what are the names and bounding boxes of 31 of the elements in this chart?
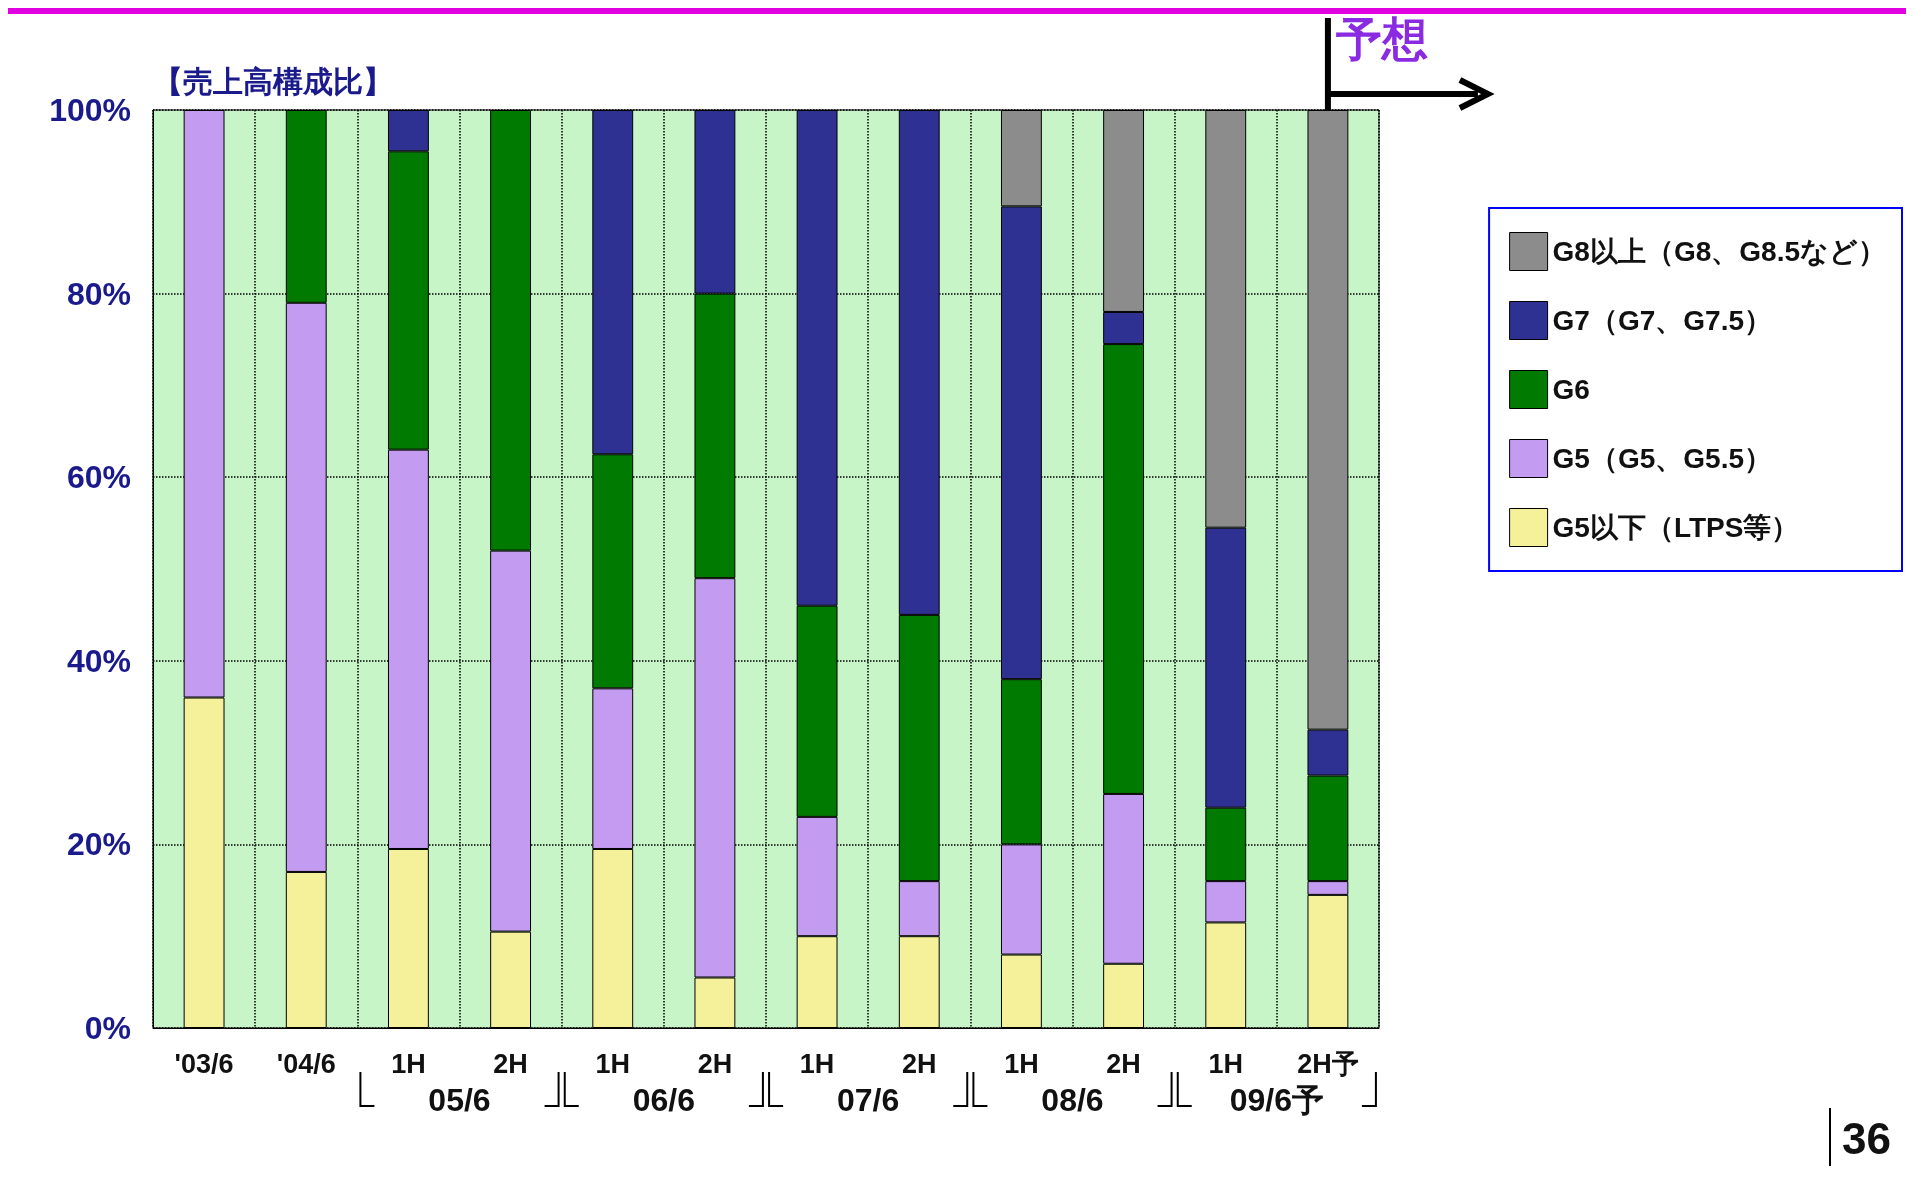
x-tick-label: '04/6	[276, 1048, 336, 1079]
text: 08/6	[1041, 1082, 1104, 1118]
x-tick-label: 2H	[697, 1048, 733, 1079]
x-tick-label: 1H	[595, 1048, 631, 1079]
text: 36	[1842, 1113, 1891, 1163]
y-tick-label: 100%	[49, 92, 131, 128]
y-tick-label: 80%	[66, 275, 131, 312]
text: 06/6	[632, 1082, 695, 1118]
x-tick-label: 1H	[799, 1048, 835, 1079]
x-tick-label: 2H	[493, 1048, 528, 1079]
legend-label: G6	[1552, 374, 1590, 405]
x-tick-label: 1H	[391, 1048, 426, 1079]
legend-label: G5以下（LTPS等）	[1552, 512, 1800, 543]
y-tick-label: 60%	[66, 459, 131, 496]
text: 05/6	[428, 1082, 491, 1118]
x-tick-label: 1H	[1004, 1048, 1039, 1079]
text: 07/6	[837, 1082, 900, 1118]
legend-label: G5（G5、G5.5）	[1552, 443, 1772, 474]
x-tick-label: 2H	[1106, 1048, 1141, 1079]
y-tick-label: 0%	[84, 1010, 131, 1046]
x-tick-label: 2H予	[1297, 1048, 1359, 1079]
y-tick-label: 40%	[66, 642, 131, 679]
y-tick-label: 20%	[66, 826, 131, 863]
legend-label: G7（G7、G7.5）	[1552, 305, 1772, 336]
x-tick-label: 1H	[1208, 1048, 1244, 1079]
legend-label: G8以上（G8、G8.5など）	[1552, 236, 1886, 267]
text: 09/6予	[1229, 1082, 1324, 1118]
y-axis-title: 【売上高構成比】	[153, 63, 393, 99]
x-tick-label: '03/6	[174, 1048, 234, 1079]
text: 予想	[1335, 12, 1428, 66]
x-tick-label: 2H	[901, 1048, 937, 1079]
